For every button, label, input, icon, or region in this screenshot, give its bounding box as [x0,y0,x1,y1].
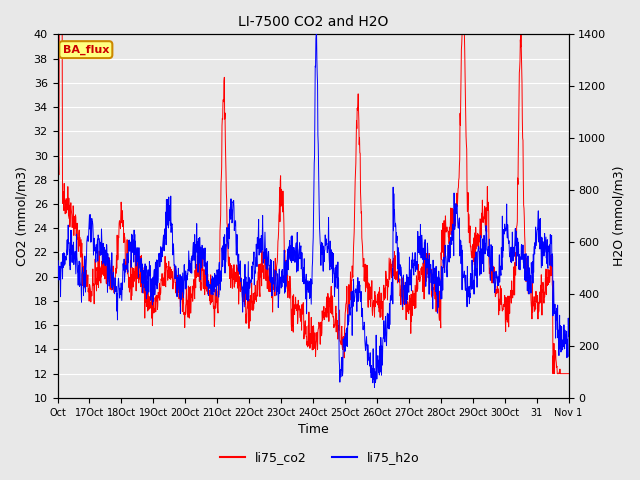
Text: BA_flux: BA_flux [63,45,109,55]
Legend: li75_co2, li75_h2o: li75_co2, li75_h2o [215,446,425,469]
Title: LI-7500 CO2 and H2O: LI-7500 CO2 and H2O [238,15,388,29]
Y-axis label: H2O (mmol/m3): H2O (mmol/m3) [612,166,625,266]
Y-axis label: CO2 (mmol/m3): CO2 (mmol/m3) [15,166,28,266]
X-axis label: Time: Time [298,423,328,436]
